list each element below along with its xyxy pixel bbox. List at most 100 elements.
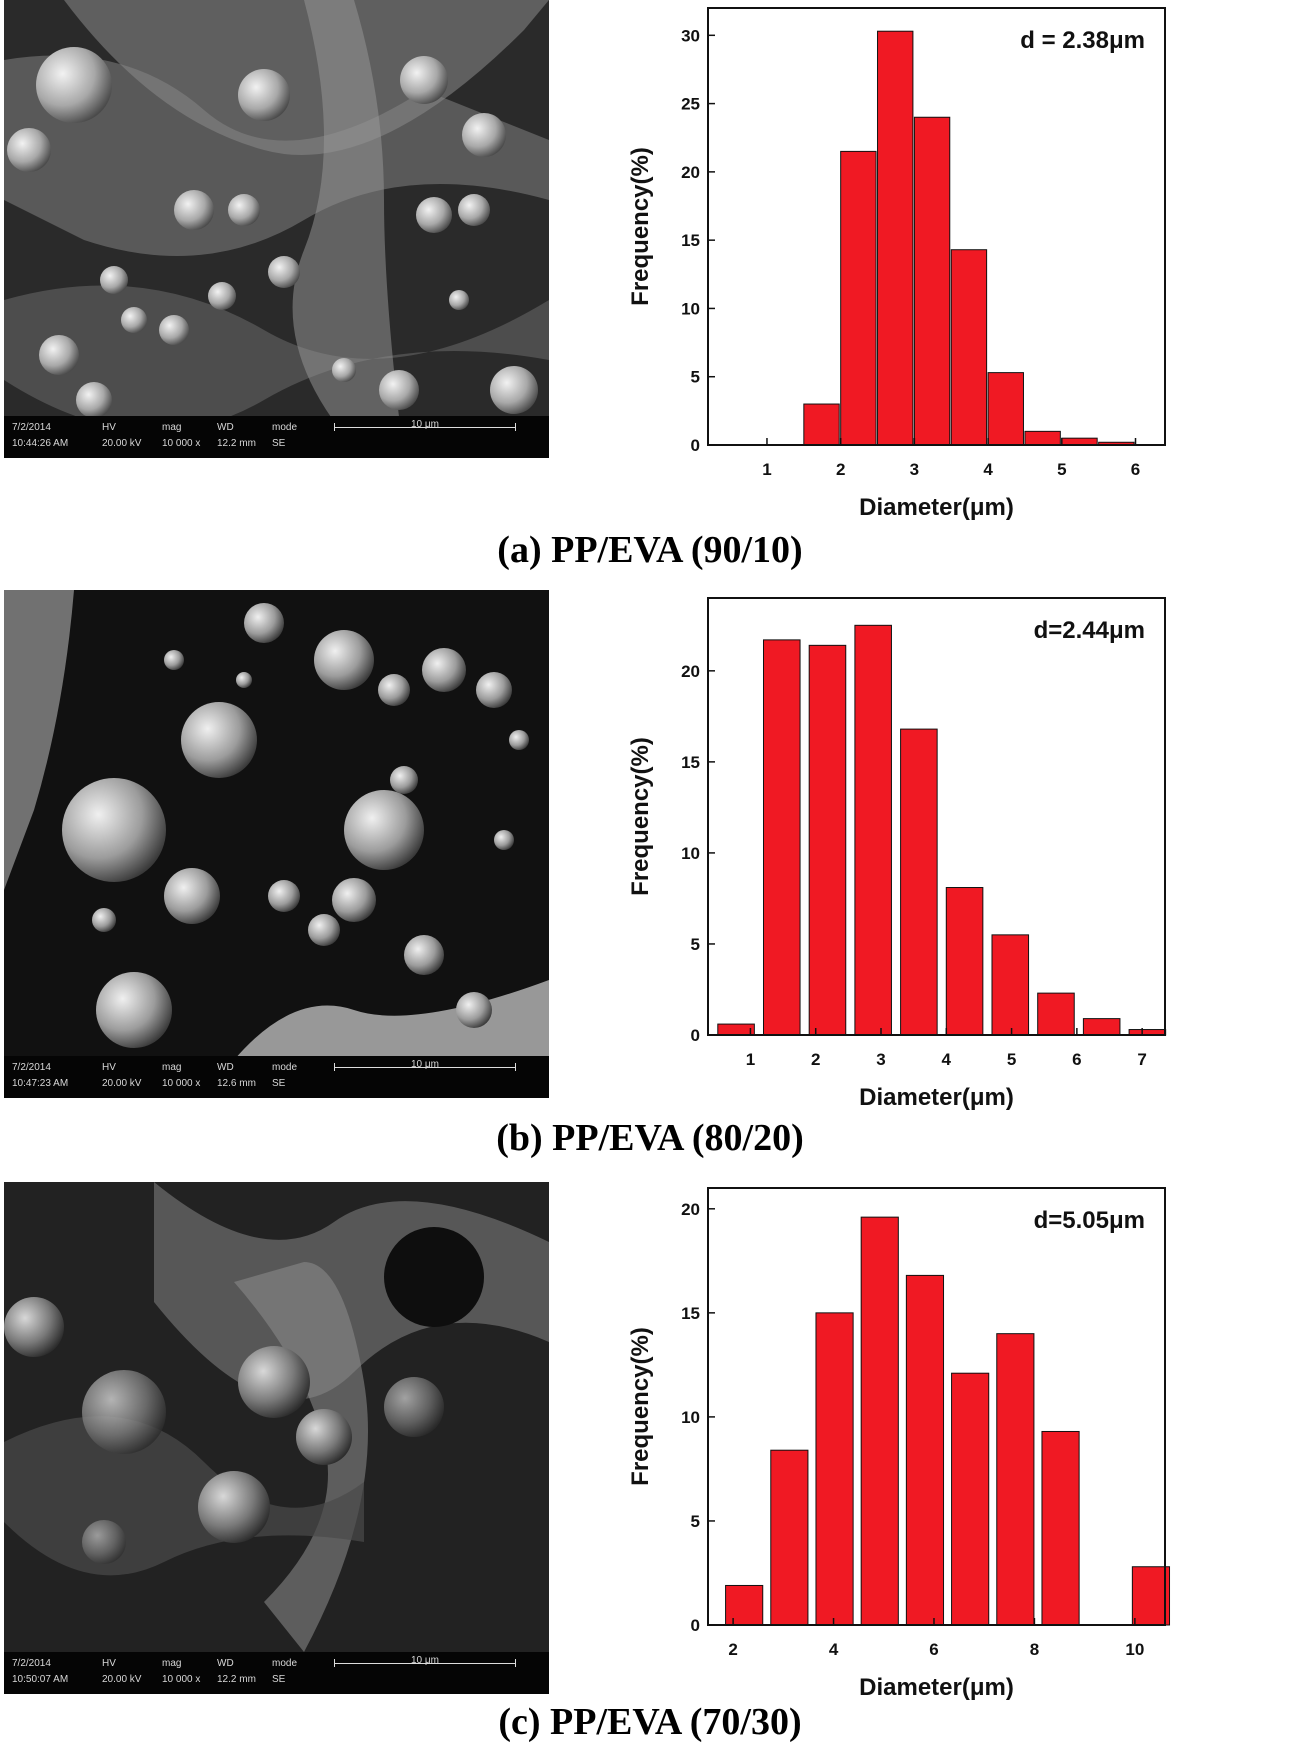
x-tick-label: 3 [910, 460, 919, 479]
x-tick-label: 2 [811, 1050, 820, 1069]
y-tick-label: 20 [681, 1200, 700, 1219]
panel-caption-b: (b) PP/EVA (80/20) [496, 1117, 804, 1159]
x-tick-label: 6 [1072, 1050, 1081, 1069]
sem-mode-label: mode [272, 1062, 298, 1073]
sem-texture [4, 0, 549, 458]
sem-wd-value: 12.2 mm [217, 438, 256, 449]
x-tick-label: 1 [746, 1050, 755, 1069]
histogram-bar [1037, 992, 1075, 1036]
histogram-bar [803, 403, 840, 446]
sem-scale-label: 10 μm [411, 419, 439, 430]
sem-time: 10:50:07 AM [12, 1674, 69, 1685]
x-tick-label: 4 [983, 460, 993, 479]
sem-mode-value: SE [272, 1078, 286, 1089]
y-axis-label: Frequency(%) [627, 147, 654, 306]
y-tick-label: 10 [681, 1408, 700, 1427]
histogram-bar [913, 116, 951, 446]
y-axis-label: Frequency(%) [627, 737, 654, 896]
sem-texture [4, 1182, 549, 1694]
x-tick-label: 5 [1007, 1050, 1016, 1069]
sem-wd-label: WD [217, 1658, 234, 1669]
histogram-bar [725, 1584, 764, 1626]
histogram-bar [1061, 437, 1098, 446]
y-tick-label: 0 [691, 1026, 700, 1045]
sem-scale-label: 10 μm [411, 1655, 439, 1666]
sem-scale-bar: 10 μm [334, 1059, 516, 1071]
y-tick-label: 5 [691, 1512, 700, 1531]
y-tick-label: 5 [691, 935, 700, 954]
sem-mag-value: 10 000 x [162, 1674, 201, 1685]
sem-mode-label: mode [272, 1658, 298, 1669]
histogram-bar [815, 1312, 854, 1626]
sem-texture [4, 590, 549, 1098]
histogram-bar [840, 150, 877, 446]
y-tick-label: 10 [681, 299, 700, 318]
histogram-bar [1131, 1566, 1171, 1626]
sem-mode-value: SE [272, 1674, 286, 1685]
panel-caption-c: (c) PP/EVA (70/30) [498, 1701, 802, 1743]
x-tick-label: 4 [829, 1640, 839, 1659]
sem-mag-label: mag [162, 422, 182, 433]
y-tick-label: 20 [681, 662, 700, 681]
sem-hv-label: HV [102, 422, 116, 433]
histogram-bar [717, 1023, 755, 1036]
histogram-bar [951, 1372, 990, 1626]
x-tick-label: 6 [929, 1640, 938, 1659]
sem-wd-value: 12.6 mm [217, 1078, 256, 1089]
sem-micrograph-b: 7/2/2014 HV mag WD mode 10:47:23 AM 20.00 kV 1… [4, 590, 549, 1098]
sem-time: 10:44:26 AM [12, 438, 69, 449]
sem-date: 7/2/2014 [12, 422, 51, 433]
histogram-bar [770, 1449, 809, 1626]
y-tick-label: 0 [691, 1616, 700, 1635]
sem-hv-label: HV [102, 1062, 116, 1073]
histogram-a: 1 2 3 4 5 6 0 5 10 15 20 25 30 Diameter(μm) Frequency(… [627, 7, 1166, 520]
histogram-bar [1082, 1018, 1121, 1036]
y-tick-label: 5 [691, 368, 700, 387]
sem-mag-label: mag [162, 1658, 182, 1669]
y-axis-label: Frequency(%) [627, 1327, 654, 1486]
sem-wd-label: WD [217, 422, 234, 433]
sem-mode-value: SE [272, 438, 286, 449]
sem-hv-value: 20.00 kV [102, 1078, 142, 1089]
histogram-bar [905, 1274, 945, 1626]
y-tick-label: 0 [691, 436, 700, 455]
y-tick-label: 15 [681, 1304, 700, 1323]
sem-hv-value: 20.00 kV [102, 438, 142, 449]
mean-diameter-annotation: d=5.05μm [1034, 1207, 1145, 1234]
histogram-bar [854, 624, 892, 1036]
sem-scale-bar: 10 μm [334, 419, 516, 431]
y-tick-label: 15 [681, 753, 700, 772]
mean-diameter-annotation: d=2.44μm [1034, 617, 1145, 644]
plot-frame [707, 7, 1166, 446]
histogram-bar [900, 728, 938, 1036]
x-tick-label: 7 [1137, 1050, 1146, 1069]
x-tick-label: 10 [1125, 1640, 1144, 1659]
plot-frame [707, 597, 1166, 1036]
histogram-bar [1024, 430, 1061, 446]
sem-wd-value: 12.2 mm [217, 1674, 256, 1685]
sem-date: 7/2/2014 [12, 1658, 51, 1669]
y-tick-label: 15 [681, 231, 700, 250]
histogram-bar [877, 30, 914, 446]
sem-info-bar: 7/2/2014 HV mag WD mode 10:47:23 AM 20.00 kV 1… [4, 1056, 549, 1098]
x-tick-label: 6 [1131, 460, 1140, 479]
histogram-bar [1041, 1430, 1080, 1626]
sem-micrograph-a: 7/2/2014 HV mag WD mode 10:44:26 AM 20.00 kV 1… [4, 0, 549, 458]
sem-micrograph-c: 7/2/2014 HV mag WD mode 10:50:07 AM 20.00 kV 1… [4, 1182, 549, 1694]
histogram-bar [762, 639, 801, 1036]
y-tick-label: 25 [681, 95, 700, 114]
x-tick-label: 8 [1030, 1640, 1039, 1659]
histogram-bar [860, 1216, 899, 1626]
x-tick-label: 1 [762, 460, 771, 479]
histogram-bar [987, 372, 1024, 446]
x-axis-label: Diameter(μm) [859, 494, 1014, 520]
plot-frame [707, 1187, 1166, 1626]
sem-mag-value: 10 000 x [162, 438, 201, 449]
histogram-bar [950, 249, 988, 446]
sem-mag-value: 10 000 x [162, 1078, 201, 1089]
x-tick-label: 3 [876, 1050, 885, 1069]
sem-info-bar: 7/2/2014 HV mag WD mode 10:44:26 AM 20.00 kV 1… [4, 416, 549, 458]
histogram-bar [996, 1333, 1035, 1626]
x-tick-label: 2 [728, 1640, 737, 1659]
x-axis-label: Diameter(μm) [859, 1084, 1014, 1110]
